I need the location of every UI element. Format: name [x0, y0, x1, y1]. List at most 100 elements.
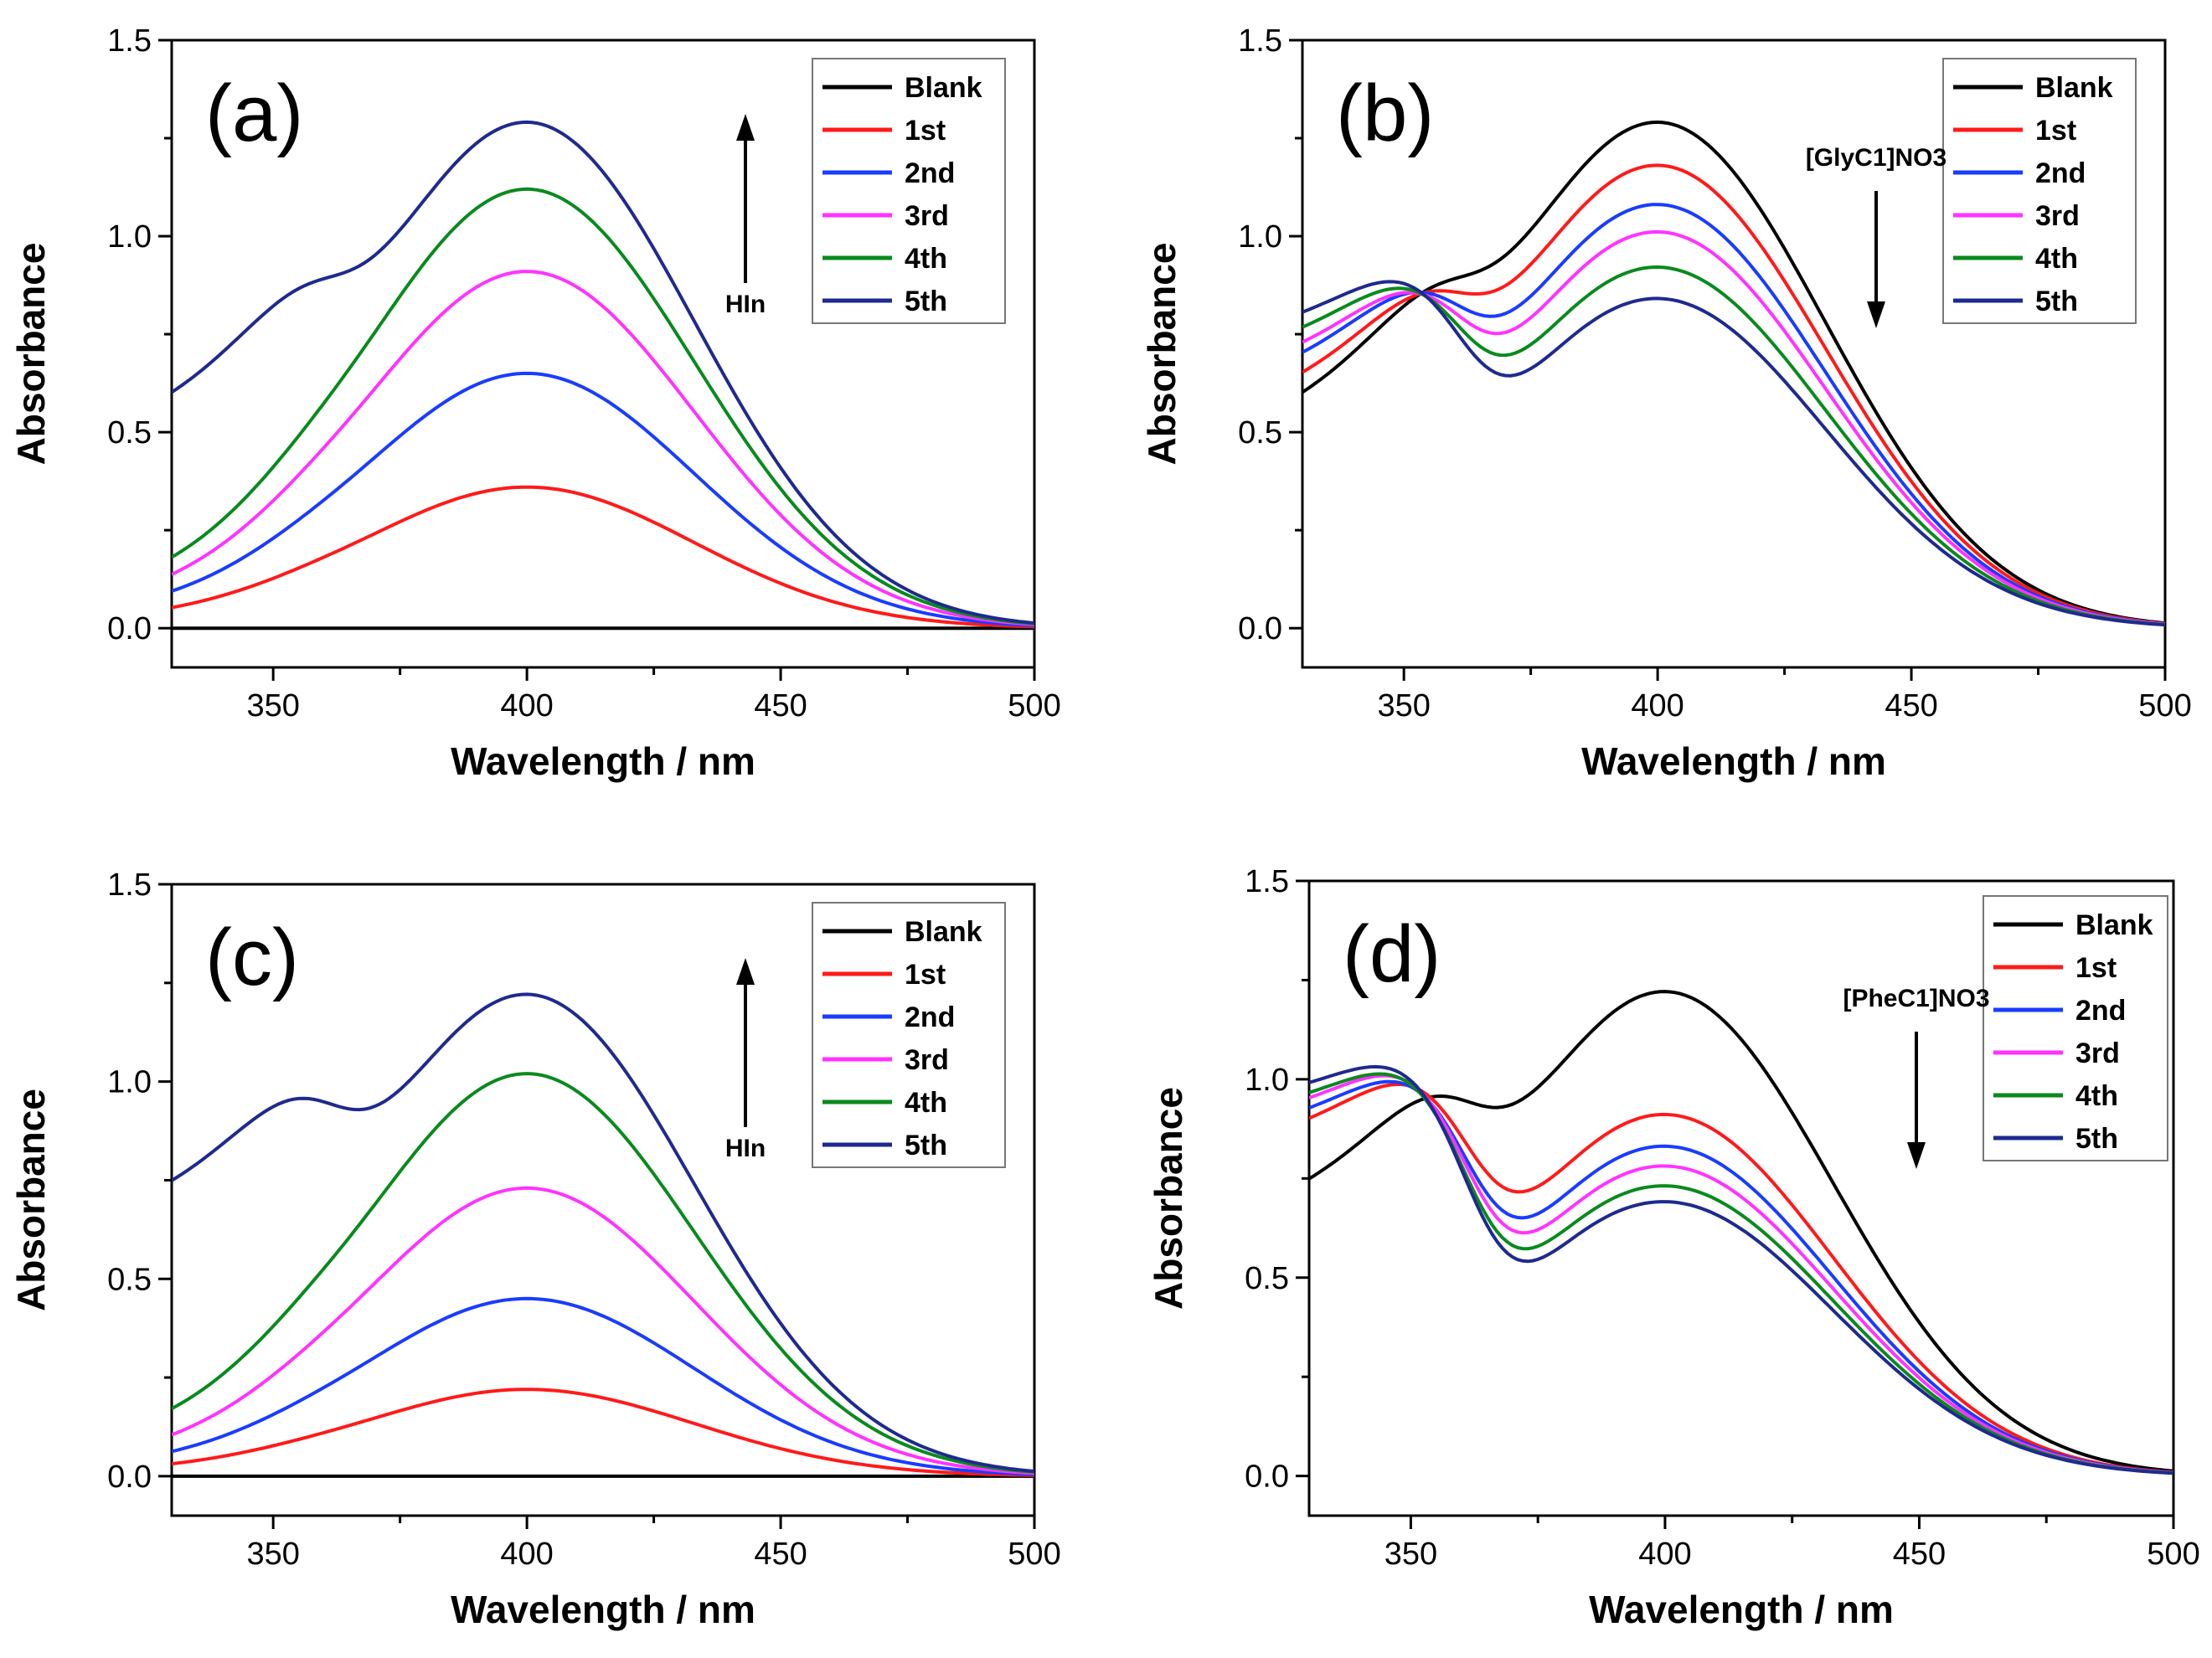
legend-label: 5th — [905, 1130, 947, 1161]
x-axis-title: Wavelength / nm — [1581, 739, 1886, 783]
y-tick-label: 0.0 — [1238, 611, 1282, 646]
legend: Blank 1st 2nd 3rd 4th 5th — [1983, 895, 2168, 1161]
series-group — [1302, 120, 2165, 627]
legend-label: 5th — [2075, 1123, 2118, 1155]
x-tick-label: 450 — [754, 688, 807, 723]
x-tick-label: 350 — [1384, 1537, 1437, 1572]
legend-label: 4th — [905, 243, 947, 275]
series-line-2nd — [1309, 1079, 2173, 1475]
y-tick-label: 1.5 — [1245, 864, 1289, 899]
series-line-2nd — [172, 1296, 1034, 1476]
legend-label: 1st — [2075, 952, 2117, 984]
y-tick-label: 0.0 — [1245, 1460, 1289, 1495]
legend-label: Blank — [2075, 909, 2153, 941]
panel-b: 350 400 450 500 0.0 0.5 1.0 1.5 Wavelength / nm A… — [1140, 23, 2192, 783]
series-line-1st — [1309, 1083, 2173, 1475]
series-line-5th — [1302, 280, 2165, 627]
y-axis-title: Absorbance — [1147, 1087, 1190, 1310]
legend-label: 5th — [2035, 286, 2078, 317]
arrow-down-icon — [1907, 1142, 1926, 1169]
x-tick-label: 400 — [500, 688, 553, 723]
panel-d: 350 400 450 500 0.0 0.5 1.0 1.5 Wavelength / nm A… — [1147, 864, 2200, 1631]
x-axis-title: Wavelength / nm — [451, 739, 755, 783]
arrow-up-icon — [736, 958, 755, 985]
series-line-4th — [1302, 265, 2165, 626]
x-tick-label: 350 — [246, 1537, 299, 1572]
legend-frame — [1942, 58, 2137, 324]
series-line-3rd — [1302, 229, 2165, 626]
legend-label: Blank — [2035, 72, 2113, 104]
legend-label: 2nd — [905, 1001, 955, 1033]
annotation: HIn — [725, 114, 766, 318]
legend-label: 2nd — [905, 157, 955, 189]
panel-label: (a) — [205, 69, 303, 158]
series-line-3rd — [172, 1186, 1034, 1475]
legend: Blank 1st 2nd 3rd 4th 5th — [1942, 58, 2137, 324]
series-line-4th — [172, 187, 1034, 626]
series-line-1st — [1302, 163, 2165, 626]
plot-frame — [1301, 39, 2167, 669]
legend-label: 3rd — [2035, 200, 2080, 232]
series-line-2nd — [172, 371, 1034, 628]
legend-label: 3rd — [905, 200, 949, 232]
annotation-label: HIn — [725, 291, 766, 318]
plot-frame — [170, 883, 1036, 1517]
legend-label: 3rd — [2075, 1038, 2120, 1069]
plot-frame — [1307, 879, 2175, 1517]
annotation-label: [GlyC1]NO3 — [1806, 144, 1946, 172]
y-tick-label: 0.0 — [107, 611, 152, 646]
y-tick-label: 1.5 — [1238, 23, 1282, 59]
y-axis-title: Absorbance — [9, 1089, 53, 1311]
legend-frame — [1983, 895, 2168, 1161]
x-axis-title: Wavelength / nm — [451, 1588, 755, 1631]
y-tick-label: 1.0 — [1238, 219, 1282, 255]
x-axis-title: Wavelength / nm — [1589, 1588, 1894, 1631]
series-group — [172, 992, 1034, 1478]
series-line-5th — [172, 120, 1034, 626]
legend-label: 5th — [905, 286, 947, 317]
series-line-blank — [1302, 120, 2165, 626]
y-axis-title: Absorbance — [9, 243, 53, 466]
panel-label: (d) — [1343, 909, 1441, 999]
y-tick-label: 0.5 — [107, 415, 152, 451]
y-tick-label: 0.5 — [107, 1262, 152, 1297]
series-line-1st — [172, 485, 1034, 629]
x-tick-label: 450 — [1885, 688, 1937, 723]
legend-label: 4th — [905, 1087, 947, 1119]
series-line-3rd — [1309, 1074, 2173, 1475]
legend: Blank 1st 2nd 3rd 4th 5th — [812, 58, 1006, 324]
y-axis-title: Absorbance — [1140, 243, 1183, 466]
legend-frame — [812, 58, 1006, 324]
y-tick-label: 1.5 — [107, 868, 152, 903]
legend-label: Blank — [905, 916, 982, 948]
x-tick-label: 400 — [1631, 688, 1683, 723]
series-line-1st — [172, 1388, 1034, 1477]
series-group — [1309, 990, 2173, 1475]
series-group — [172, 120, 1034, 631]
y-tick-label: 0.5 — [1238, 415, 1282, 451]
series-line-5th — [1309, 1064, 2173, 1475]
panel-a: 350 400 450 500 0.0 0.5 1.0 1.5 Wavelength / nm A… — [9, 23, 1061, 783]
legend-label: 3rd — [905, 1044, 949, 1076]
x-tick-label: 350 — [246, 688, 299, 723]
y-tick-label: 1.0 — [107, 1065, 152, 1100]
annotation: [GlyC1]NO3 — [1806, 144, 1946, 328]
x-tick-label: 500 — [1008, 1537, 1060, 1572]
y-tick-label: 1.0 — [1245, 1063, 1289, 1098]
annotation-label: HIn — [725, 1135, 766, 1162]
x-tick-label: 350 — [1377, 688, 1430, 723]
series-line-4th — [172, 1072, 1034, 1474]
plot-frame — [170, 39, 1036, 669]
panel-c: 350 400 450 500 0.0 0.5 1.0 1.5 Wavelength / nm A… — [9, 868, 1061, 1631]
panel-label: (b) — [1336, 69, 1434, 158]
legend-label: Blank — [905, 72, 982, 104]
y-tick-label: 0.5 — [1245, 1261, 1289, 1296]
x-tick-label: 500 — [2138, 688, 2191, 723]
arrow-down-icon — [1867, 301, 1885, 328]
legend-frame — [812, 902, 1006, 1168]
x-tick-label: 400 — [1638, 1537, 1691, 1572]
legend: Blank 1st 2nd 3rd 4th 5th — [812, 902, 1006, 1168]
legend-label: 1st — [905, 115, 946, 147]
legend-label: 1st — [2035, 115, 2076, 147]
